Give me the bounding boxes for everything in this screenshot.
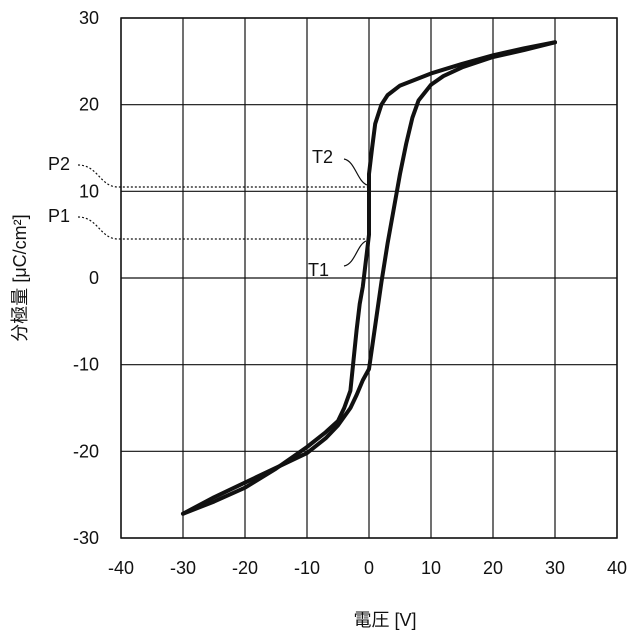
y-tick-label: 30 [79,8,99,28]
y-tick-label: 0 [89,268,99,288]
y-tick-label: 20 [79,95,99,115]
hysteresis-chart: P2 P1 T2 T1 -40 -30 -20 -10 0 10 20 30 40 -30 -20 -10 0… [0,0,640,640]
x-tick-label: 20 [483,558,503,578]
annotation-label-p2: P2 [48,154,70,174]
x-tick-label: 30 [545,558,565,578]
x-tick-label: -40 [108,558,134,578]
annotation-leader-t2 [344,159,367,185]
annotation-label-t1: T1 [308,260,329,280]
x-tick-label: -20 [232,558,258,578]
annotation-label-p1: P1 [48,206,70,226]
x-tick-label: -30 [170,558,196,578]
annotations: P2 P1 T2 T1 [48,147,369,280]
y-tick-label: 10 [79,181,99,201]
x-tick-label: 40 [607,558,627,578]
annotation-leader-t1 [344,241,366,266]
x-tick-label: 10 [421,558,441,578]
y-tick-label: -10 [73,355,99,375]
x-axis-title: 電圧 [V] [353,610,416,630]
y-axis-title: 分極量 [μC/cm²] [10,214,30,341]
y-tick-label: -30 [73,528,99,548]
grid [121,18,617,538]
annotation-label-t2: T2 [312,147,333,167]
tick-labels: -40 -30 -20 -10 0 10 20 30 40 -30 -20 -10 0 10 20 30 [73,8,627,578]
y-tick-label: -20 [73,441,99,461]
x-tick-label: 0 [364,558,374,578]
x-tick-label: -10 [294,558,320,578]
